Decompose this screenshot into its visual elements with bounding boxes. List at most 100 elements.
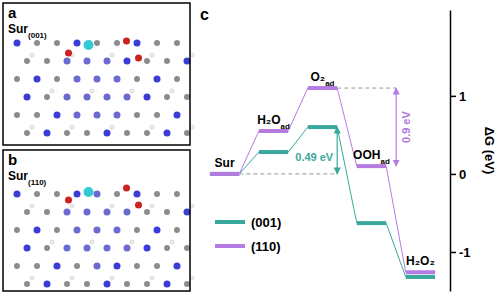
tick-mark: [450, 174, 456, 176]
atom-h: [70, 125, 74, 129]
atom: [144, 130, 150, 136]
atom: [114, 263, 121, 270]
atom-h: [170, 89, 174, 93]
atom-h: [70, 204, 74, 208]
atom: [114, 76, 121, 83]
series: [210, 127, 435, 277]
atom-h: [110, 276, 114, 280]
atom: [144, 58, 150, 64]
atom-o: [123, 38, 130, 45]
atom: [154, 263, 160, 269]
connector: [239, 152, 259, 174]
atom: [104, 281, 111, 288]
connector: [288, 88, 308, 131]
atom: [124, 209, 131, 216]
atom-h: [170, 240, 174, 244]
atom: [84, 94, 91, 101]
atom: [34, 112, 40, 118]
atom: [184, 130, 190, 136]
tick-label: 1: [459, 89, 466, 104]
legend-swatch: [215, 220, 245, 224]
atom: [54, 76, 60, 82]
atom: [94, 191, 101, 198]
atom: [104, 94, 111, 101]
panel-frame: [3, 3, 190, 145]
atom: [164, 245, 170, 251]
annotation-arrow: [396, 88, 397, 166]
tick-mark: [450, 252, 456, 254]
atom: [34, 263, 40, 269]
atom-h: [70, 276, 74, 280]
atom: [174, 191, 180, 197]
adatom: [84, 187, 94, 197]
annotation-arrow: [337, 127, 338, 174]
atom: [124, 245, 131, 252]
atom: [14, 191, 21, 198]
atom: [114, 112, 121, 119]
atom-h: [110, 125, 114, 129]
atom: [44, 58, 50, 64]
atom: [164, 130, 171, 137]
structure-panel: aSur(001): [3, 3, 194, 145]
atom: [54, 227, 60, 233]
structure-atoms: [14, 185, 195, 288]
atom: [114, 40, 120, 46]
atom: [104, 209, 111, 216]
atom: [64, 94, 71, 101]
atom: [184, 245, 190, 251]
atom: [84, 209, 91, 216]
atom: [134, 40, 141, 47]
atom-h: [30, 204, 34, 208]
category-label: OOHad: [353, 148, 390, 166]
atom: [94, 263, 101, 270]
atom: [144, 245, 151, 252]
atom: [174, 112, 181, 119]
atom-h: [130, 89, 134, 93]
atom: [124, 281, 130, 287]
atom: [64, 209, 71, 216]
tick: -1: [450, 245, 471, 260]
atom-h: [50, 240, 54, 244]
atom: [54, 263, 61, 270]
atom: [44, 245, 50, 251]
category-label: Sur: [215, 156, 235, 170]
energy-level: [259, 150, 288, 154]
atom: [34, 40, 40, 46]
atom: [24, 281, 30, 287]
atom: [84, 281, 90, 287]
atom: [14, 76, 20, 82]
connector: [239, 131, 259, 174]
energy-level: [357, 221, 386, 225]
figure: aSur(001)bSur(110)cSurH₂OadO₂adOOHadH₂O₂…: [0, 0, 500, 294]
atom: [134, 263, 140, 269]
atom: [34, 227, 41, 234]
atom: [104, 245, 111, 252]
category-label: H₂Oad: [257, 113, 290, 131]
atom-h: [90, 89, 94, 93]
atom: [134, 112, 140, 118]
atom: [114, 191, 120, 197]
annotation-text: 0.9 eV: [400, 111, 412, 143]
atom-h: [50, 89, 54, 93]
atom: [14, 227, 20, 233]
energy-level: [210, 172, 239, 176]
atom-o: [135, 55, 142, 62]
atom-o: [65, 197, 72, 204]
atom: [54, 40, 60, 46]
y-axis: -101: [450, 11, 471, 292]
atom: [34, 76, 41, 83]
atom: [14, 112, 20, 118]
tick-mark: [450, 96, 456, 98]
category-label: O₂ad: [310, 70, 334, 88]
atom: [94, 227, 101, 234]
category-label: H₂O₂: [406, 254, 435, 268]
atom: [124, 58, 131, 65]
atom: [144, 281, 150, 287]
atom: [134, 191, 141, 198]
atom: [114, 227, 121, 234]
tick-label: -1: [459, 245, 471, 260]
chart-label: c: [200, 6, 209, 23]
atom: [74, 263, 80, 269]
connector: [386, 166, 406, 272]
atom: [184, 94, 190, 100]
